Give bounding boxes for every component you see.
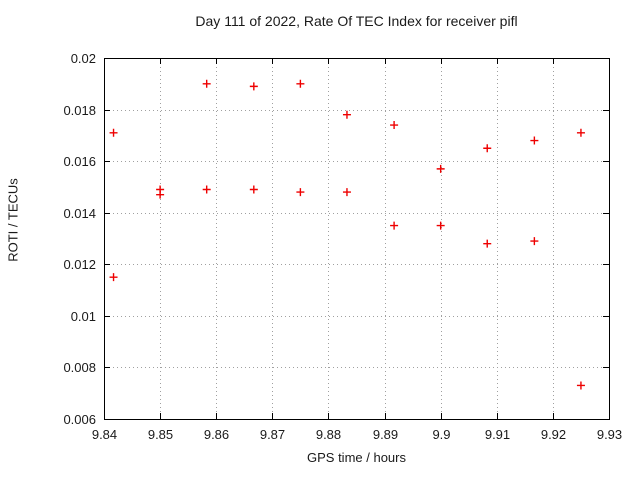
data-point	[483, 239, 492, 248]
y-tick-label: 0.016	[63, 154, 96, 169]
y-tick-label: 0.014	[63, 206, 96, 221]
data-point	[249, 185, 258, 194]
y-tick-label: 0.006	[63, 412, 96, 427]
x-tick-label: 9.93	[597, 427, 622, 442]
data-point	[576, 128, 585, 137]
data-point	[202, 185, 211, 194]
data-point	[390, 121, 399, 130]
data-point	[109, 128, 118, 137]
data-point	[296, 79, 305, 88]
y-tick-label: 0.008	[63, 360, 96, 375]
data-point	[296, 188, 305, 197]
x-tick-label: 9.89	[373, 427, 398, 442]
x-tick-label: 9.85	[148, 427, 173, 442]
x-tick-label: 9.91	[485, 427, 510, 442]
x-tick-label: 9.84	[92, 427, 117, 442]
data-point	[202, 79, 211, 88]
x-tick-label: 9.86	[204, 427, 229, 442]
data-point	[109, 273, 118, 282]
y-tick-label: 0.012	[63, 257, 96, 272]
y-tick-label: 0.01	[71, 309, 96, 324]
data-point	[342, 110, 351, 119]
chart-title: Day 111 of 2022, Rate Of TEC Index for r…	[195, 13, 518, 29]
data-point	[576, 381, 585, 390]
data-point	[156, 190, 165, 199]
data-point	[342, 188, 351, 197]
x-tick-label: 9.88	[316, 427, 341, 442]
data-point	[436, 164, 445, 173]
data-point	[436, 221, 445, 230]
data-point	[483, 144, 492, 153]
data-point	[530, 237, 539, 246]
data-point	[390, 221, 399, 230]
x-axis-label: GPS time / hours	[307, 450, 406, 465]
x-tick-label: 9.92	[541, 427, 566, 442]
y-tick-label: 0.018	[63, 103, 96, 118]
plot-border	[104, 58, 610, 420]
y-tick-label: 0.02	[71, 51, 96, 66]
data-point	[530, 136, 539, 145]
data-point	[249, 82, 258, 91]
x-tick-label: 9.9	[432, 427, 450, 442]
x-tick-label: 9.87	[260, 427, 285, 442]
